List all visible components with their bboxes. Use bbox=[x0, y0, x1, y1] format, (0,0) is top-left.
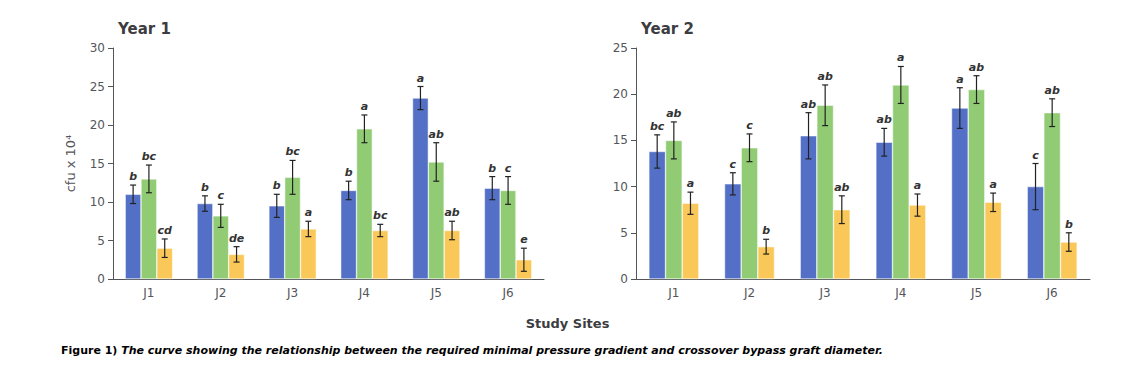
svg-text:0: 0 bbox=[97, 272, 105, 286]
svg-text:15: 15 bbox=[613, 133, 628, 147]
svg-text:b: b bbox=[488, 162, 496, 175]
svg-text:e: e bbox=[520, 233, 528, 246]
svg-text:a: a bbox=[956, 73, 963, 86]
svg-text:cd: cd bbox=[158, 224, 173, 237]
svg-text:ab: ab bbox=[818, 70, 833, 83]
svg-text:30: 30 bbox=[90, 41, 105, 55]
svg-text:Figure 1): Figure 1) bbox=[61, 344, 117, 357]
svg-text:b: b bbox=[201, 181, 209, 194]
svg-text:a: a bbox=[897, 51, 904, 64]
svg-text:25: 25 bbox=[90, 80, 105, 94]
svg-text:25: 25 bbox=[613, 41, 628, 55]
svg-text:J5: J5 bbox=[430, 286, 442, 300]
svg-text:ab: ab bbox=[666, 107, 681, 120]
svg-text:J3: J3 bbox=[286, 286, 298, 300]
svg-text:0: 0 bbox=[620, 272, 628, 286]
svg-text:ab: ab bbox=[969, 61, 984, 74]
svg-text:J2: J2 bbox=[214, 286, 226, 300]
svg-text:c: c bbox=[505, 162, 512, 175]
svg-text:ab: ab bbox=[444, 206, 459, 219]
svg-text:bc: bc bbox=[650, 120, 665, 133]
svg-text:ab: ab bbox=[429, 128, 444, 141]
svg-text:J5: J5 bbox=[970, 286, 982, 300]
svg-text:5: 5 bbox=[97, 234, 105, 248]
svg-text:J4: J4 bbox=[894, 286, 906, 300]
svg-text:Year 1: Year 1 bbox=[117, 20, 171, 38]
svg-text:bc: bc bbox=[142, 150, 157, 163]
svg-text:ab: ab bbox=[1045, 84, 1060, 97]
svg-text:b: b bbox=[345, 166, 353, 179]
svg-text:J3: J3 bbox=[819, 286, 831, 300]
svg-text:c: c bbox=[1032, 149, 1039, 162]
svg-text:bc: bc bbox=[373, 209, 388, 222]
svg-text:J4: J4 bbox=[358, 286, 370, 300]
svg-text:Study Sites: Study Sites bbox=[526, 316, 610, 331]
svg-text:a: a bbox=[305, 206, 312, 219]
svg-text:ab: ab bbox=[877, 113, 892, 126]
svg-text:a: a bbox=[989, 178, 996, 191]
svg-text:b: b bbox=[1065, 218, 1073, 231]
svg-text:c: c bbox=[746, 119, 753, 132]
svg-text:c: c bbox=[730, 158, 737, 171]
svg-text:a: a bbox=[361, 100, 368, 113]
svg-text:J6: J6 bbox=[501, 286, 513, 300]
svg-text:b: b bbox=[762, 224, 770, 237]
svg-text:The curve showing the relation: The curve showing the relationship betwe… bbox=[121, 344, 883, 357]
svg-text:20: 20 bbox=[90, 118, 105, 132]
svg-text:20: 20 bbox=[613, 87, 628, 101]
svg-text:cfu x 10⁴: cfu x 10⁴ bbox=[63, 135, 78, 193]
svg-text:ab: ab bbox=[834, 181, 849, 194]
svg-text:J1: J1 bbox=[142, 286, 154, 300]
svg-text:b: b bbox=[129, 170, 137, 183]
svg-text:c: c bbox=[217, 189, 224, 202]
svg-text:15: 15 bbox=[90, 157, 105, 171]
svg-text:de: de bbox=[229, 232, 245, 245]
svg-text:bc: bc bbox=[285, 145, 300, 158]
svg-text:J6: J6 bbox=[1046, 286, 1058, 300]
svg-text:ab: ab bbox=[801, 98, 816, 111]
svg-text:a: a bbox=[687, 177, 694, 190]
svg-text:10: 10 bbox=[613, 180, 628, 194]
svg-text:10: 10 bbox=[90, 195, 105, 209]
svg-text:J2: J2 bbox=[743, 286, 755, 300]
svg-text:5: 5 bbox=[620, 226, 628, 240]
svg-text:b: b bbox=[273, 179, 281, 192]
svg-text:Year 2: Year 2 bbox=[640, 20, 694, 38]
svg-text:a: a bbox=[417, 72, 424, 85]
svg-text:J1: J1 bbox=[667, 286, 679, 300]
svg-text:a: a bbox=[914, 179, 921, 192]
